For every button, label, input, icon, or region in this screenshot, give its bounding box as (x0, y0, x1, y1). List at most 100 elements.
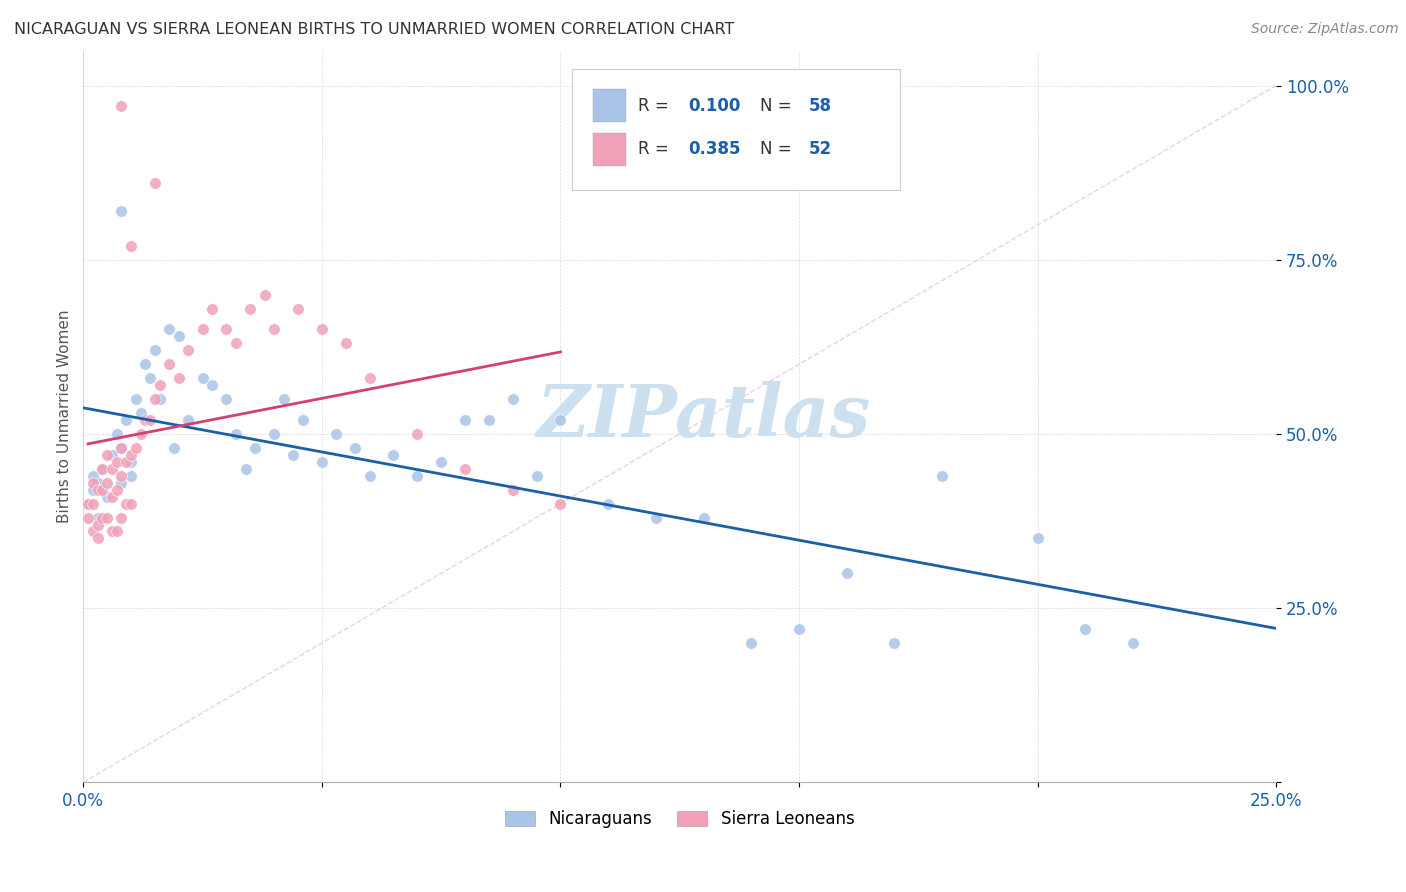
Point (143, 343, 166, 358)
Point (86, 532, 108, 546)
Point (225, 426, 247, 441)
Point (125, 392, 148, 406)
Point (91, 462, 114, 476)
Point (96, 490, 118, 504)
Point (215, 392, 238, 406)
Point (191, 371, 214, 385)
Point (406, 468, 429, 483)
Point (82, 483, 104, 497)
Point (101, 524, 124, 539)
Point (382, 448, 405, 462)
Point (110, 441, 132, 455)
Point (201, 301, 224, 316)
Point (526, 468, 548, 483)
Point (157, 357, 180, 371)
Point (177, 343, 200, 358)
Point (105, 483, 128, 497)
Point (110, 475, 132, 490)
Point (91, 462, 114, 476)
Point (110, 510, 132, 524)
Point (787, 622, 810, 636)
Point (129, 426, 152, 441)
Point (430, 455, 453, 469)
Point (273, 392, 295, 406)
Point (120, 448, 142, 462)
FancyBboxPatch shape (592, 133, 626, 166)
Point (311, 322, 333, 336)
Point (931, 468, 953, 483)
Point (77, 510, 100, 524)
Point (177, 413, 200, 427)
Point (157, 322, 180, 336)
Text: ZIPatlas: ZIPatlas (537, 381, 870, 452)
Point (96, 510, 118, 524)
Point (120, 239, 142, 253)
Point (101, 490, 124, 504)
Point (454, 413, 477, 427)
Point (1074, 622, 1097, 636)
Text: 52: 52 (808, 140, 831, 159)
Point (359, 371, 381, 385)
Point (91, 483, 114, 497)
Point (550, 413, 572, 427)
Point (143, 392, 166, 406)
Point (263, 322, 285, 336)
FancyBboxPatch shape (592, 89, 626, 122)
Point (291, 413, 314, 427)
Point (120, 455, 142, 469)
Point (105, 524, 128, 539)
Point (125, 441, 148, 455)
Point (167, 371, 190, 385)
Point (883, 636, 905, 650)
Point (96, 448, 118, 462)
Point (139, 413, 162, 427)
Point (86, 483, 108, 497)
Point (105, 426, 128, 441)
Point (96, 475, 118, 490)
Point (110, 203, 132, 218)
Point (835, 566, 858, 581)
Point (163, 441, 186, 455)
Point (115, 497, 138, 511)
Point (110, 99, 132, 113)
Point (359, 468, 381, 483)
Text: 0.385: 0.385 (688, 140, 741, 159)
Point (134, 413, 156, 427)
Point (201, 378, 224, 392)
Point (86, 475, 108, 490)
Point (86, 517, 108, 532)
Point (344, 441, 367, 455)
Point (110, 441, 132, 455)
Point (502, 392, 524, 406)
Point (215, 322, 238, 336)
Point (235, 462, 257, 476)
Point (134, 357, 156, 371)
Point (454, 462, 477, 476)
Text: N =: N = (759, 96, 796, 114)
Point (191, 322, 214, 336)
Point (105, 455, 128, 469)
Point (283, 448, 305, 462)
Point (77, 497, 100, 511)
Point (149, 378, 172, 392)
Point (287, 301, 309, 316)
Point (740, 636, 762, 650)
Legend: Nicaraguans, Sierra Leoneans: Nicaraguans, Sierra Leoneans (496, 802, 863, 836)
Point (86, 510, 108, 524)
Text: R =: R = (638, 140, 673, 159)
Point (1026, 532, 1049, 546)
Text: 0.100: 0.100 (688, 96, 741, 114)
Point (253, 287, 276, 301)
Point (101, 448, 124, 462)
Point (692, 510, 714, 524)
Point (239, 301, 262, 316)
Point (149, 392, 172, 406)
Point (335, 336, 357, 351)
Point (167, 329, 190, 343)
Point (143, 176, 166, 190)
Text: N =: N = (759, 140, 796, 159)
Text: NICARAGUAN VS SIERRA LEONEAN BIRTHS TO UNMARRIED WOMEN CORRELATION CHART: NICARAGUAN VS SIERRA LEONEAN BIRTHS TO U… (14, 22, 734, 37)
Point (644, 510, 666, 524)
Point (243, 441, 266, 455)
Point (406, 426, 429, 441)
